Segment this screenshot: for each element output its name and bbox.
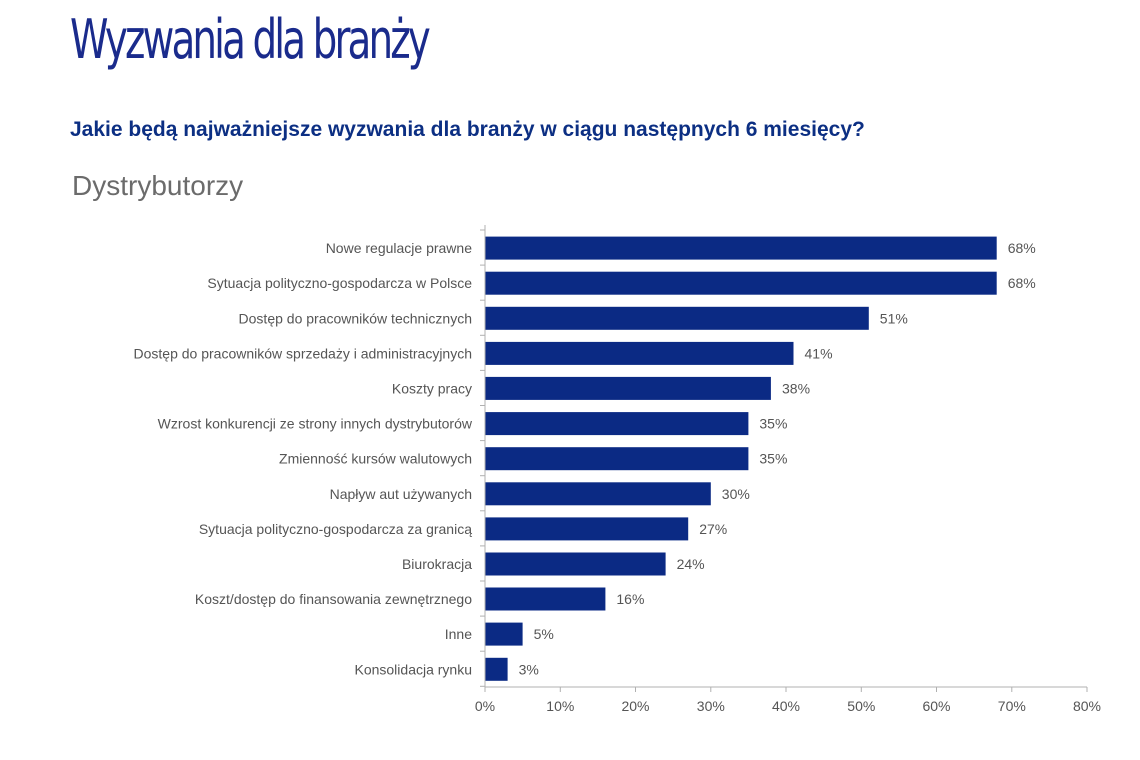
value-label: 41% bbox=[805, 345, 833, 361]
page-title: Wyzwania dla branży bbox=[70, 8, 431, 71]
bar bbox=[485, 306, 869, 330]
value-label: 35% bbox=[759, 451, 787, 467]
x-tick-label: 20% bbox=[621, 698, 649, 714]
bar bbox=[485, 447, 749, 471]
value-label: 16% bbox=[616, 591, 644, 607]
x-tick-label: 40% bbox=[772, 698, 800, 714]
x-tick-label: 0% bbox=[475, 698, 495, 714]
category-labels-group: Nowe regulacje prawne Sytuacja polityczno… bbox=[134, 240, 473, 677]
value-label: 24% bbox=[677, 556, 705, 572]
category-label: Wzrost konkurencji ze strony innych dyst… bbox=[158, 416, 473, 432]
category-label: Nowe regulacje prawne bbox=[326, 240, 473, 256]
category-label: Konsolidacja rynku bbox=[354, 661, 472, 677]
bar bbox=[485, 271, 997, 295]
x-tick-label: 10% bbox=[546, 698, 574, 714]
x-tick-label: 30% bbox=[697, 698, 725, 714]
bar bbox=[485, 482, 711, 506]
category-label: Koszty pracy bbox=[392, 380, 472, 396]
value-label: 68% bbox=[1008, 240, 1036, 256]
x-tick-label: 60% bbox=[922, 698, 950, 714]
category-label: Biurokracja bbox=[402, 556, 472, 572]
category-label: Napływ aut używanych bbox=[330, 486, 472, 502]
value-label: 5% bbox=[534, 626, 554, 642]
bar bbox=[485, 587, 606, 611]
bars-group bbox=[485, 236, 997, 681]
value-label: 51% bbox=[880, 310, 908, 326]
bar bbox=[485, 552, 666, 576]
value-label: 68% bbox=[1008, 275, 1036, 291]
category-label: Inne bbox=[445, 626, 472, 642]
value-label: 38% bbox=[782, 380, 810, 396]
bar bbox=[485, 236, 997, 260]
bar bbox=[485, 412, 749, 436]
value-labels-group: 68% 68% 51% 41% 38% 35% 35% 30% 27% 24% 16% 5% 3% bbox=[519, 240, 1036, 677]
value-label: 30% bbox=[722, 486, 750, 502]
bar bbox=[485, 517, 689, 541]
bar bbox=[485, 376, 771, 400]
value-label: 3% bbox=[519, 661, 539, 677]
x-tick-label: 50% bbox=[847, 698, 875, 714]
x-tick-label: 80% bbox=[1073, 698, 1101, 714]
category-label: Sytuacja polityczno-gospodarcza w Polsce bbox=[207, 275, 472, 291]
category-label: Zmienność kursów walutowych bbox=[279, 451, 472, 467]
bar bbox=[485, 341, 794, 365]
chart-subtitle: Dystrybutorzy bbox=[72, 170, 244, 201]
axes-group: 0% 10% 20% 30% 40% 50% 60% 70% 80% bbox=[475, 225, 1101, 714]
chart-question: Jakie będą najważniejsze wyzwania dla br… bbox=[70, 118, 865, 141]
category-label: Dostęp do pracowników sprzedaży i admini… bbox=[134, 345, 472, 361]
category-label: Dostęp do pracowników technicznych bbox=[239, 310, 472, 326]
category-label: Koszt/dostęp do finansowania zewnętrzneg… bbox=[195, 591, 472, 607]
bar bbox=[485, 622, 523, 646]
value-label: 27% bbox=[699, 521, 727, 537]
bar bbox=[485, 657, 508, 681]
x-tick-label: 70% bbox=[998, 698, 1026, 714]
value-label: 35% bbox=[759, 416, 787, 432]
category-label: Sytuacja polityczno-gospodarcza za grani… bbox=[199, 521, 472, 537]
